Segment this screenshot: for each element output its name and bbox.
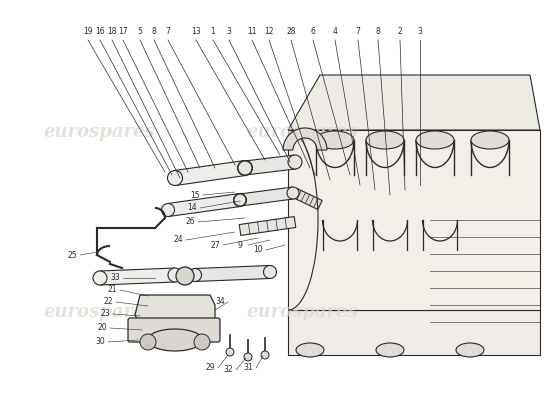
Polygon shape (135, 295, 215, 325)
Text: 16: 16 (95, 28, 105, 36)
Text: 12: 12 (264, 28, 274, 36)
Text: 2: 2 (398, 28, 403, 36)
Text: 29: 29 (205, 364, 215, 372)
Circle shape (234, 194, 246, 206)
Text: 34: 34 (215, 298, 225, 306)
Polygon shape (288, 75, 540, 130)
Text: 24: 24 (173, 236, 183, 244)
Polygon shape (174, 160, 246, 186)
Text: 30: 30 (95, 338, 105, 346)
Text: 28: 28 (286, 28, 296, 36)
Ellipse shape (376, 343, 404, 357)
Circle shape (162, 204, 174, 216)
Polygon shape (244, 155, 296, 175)
Text: 9: 9 (238, 240, 243, 250)
Polygon shape (239, 187, 294, 206)
Polygon shape (288, 310, 540, 355)
Circle shape (189, 268, 201, 282)
Text: eurospares: eurospares (43, 303, 155, 321)
Circle shape (93, 271, 107, 285)
Circle shape (287, 187, 299, 199)
Circle shape (168, 170, 183, 186)
Text: 23: 23 (100, 310, 110, 318)
Polygon shape (195, 266, 270, 282)
Ellipse shape (296, 343, 324, 357)
Circle shape (238, 161, 252, 175)
FancyBboxPatch shape (128, 318, 220, 342)
Text: 32: 32 (223, 366, 233, 374)
Ellipse shape (366, 131, 404, 149)
Text: 27: 27 (210, 240, 220, 250)
Circle shape (238, 160, 252, 176)
Circle shape (288, 155, 302, 169)
Text: 31: 31 (243, 364, 253, 372)
Circle shape (226, 348, 234, 356)
Text: 14: 14 (187, 204, 197, 212)
Polygon shape (239, 216, 296, 236)
Text: 8: 8 (152, 28, 156, 36)
Circle shape (176, 267, 194, 285)
Text: 25: 25 (67, 250, 77, 260)
Text: 18: 18 (107, 28, 117, 36)
Text: 4: 4 (333, 28, 338, 36)
Polygon shape (100, 268, 175, 285)
Circle shape (194, 334, 210, 350)
Text: 21: 21 (107, 286, 117, 294)
Text: 17: 17 (118, 28, 128, 36)
Text: 3: 3 (417, 28, 422, 36)
Polygon shape (288, 130, 540, 310)
Text: 19: 19 (83, 28, 93, 36)
Polygon shape (167, 194, 241, 216)
Text: 13: 13 (191, 28, 201, 36)
Text: 11: 11 (248, 28, 257, 36)
Text: 8: 8 (376, 28, 381, 36)
Circle shape (168, 268, 182, 282)
Text: 7: 7 (166, 28, 170, 36)
Wedge shape (283, 128, 327, 150)
Circle shape (263, 266, 277, 278)
Circle shape (261, 351, 269, 359)
Polygon shape (293, 188, 322, 210)
Ellipse shape (416, 131, 454, 149)
Text: 5: 5 (138, 28, 142, 36)
Text: 20: 20 (97, 324, 107, 332)
Text: 10: 10 (253, 246, 263, 254)
Text: 22: 22 (103, 298, 113, 306)
Circle shape (234, 194, 246, 206)
Text: eurospares: eurospares (247, 303, 358, 321)
Ellipse shape (147, 329, 202, 351)
Text: eurospares: eurospares (247, 123, 358, 141)
Text: eurospares: eurospares (43, 123, 155, 141)
Ellipse shape (471, 131, 509, 149)
Text: 7: 7 (355, 28, 360, 36)
Ellipse shape (456, 343, 484, 357)
Circle shape (244, 353, 252, 361)
Ellipse shape (316, 131, 354, 149)
Text: 26: 26 (185, 218, 195, 226)
Text: 33: 33 (110, 274, 120, 282)
Circle shape (140, 334, 156, 350)
Text: 6: 6 (311, 28, 316, 36)
Text: 3: 3 (227, 28, 232, 36)
Text: 1: 1 (211, 28, 216, 36)
Text: 15: 15 (190, 190, 200, 200)
